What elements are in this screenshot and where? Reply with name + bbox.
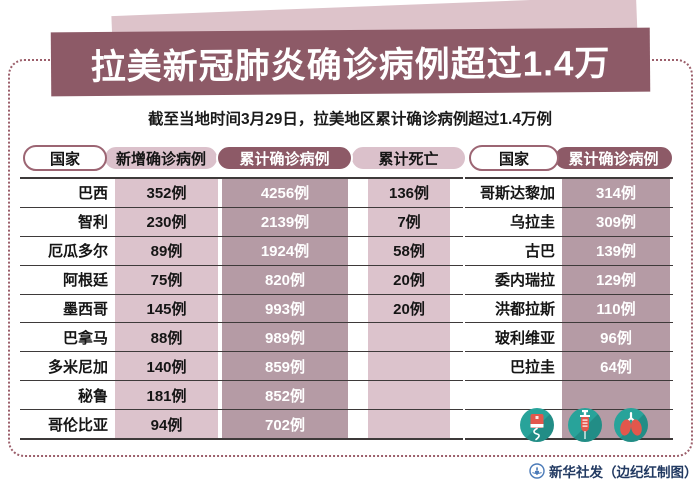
total-cases-cell: 989例 xyxy=(264,329,306,347)
total-cases-cell: 4256例 xyxy=(260,185,310,203)
country-cell: 巴拉圭 xyxy=(509,358,555,376)
total-cases-cell: 852例 xyxy=(264,387,306,405)
country-cell: 洪都拉斯 xyxy=(494,301,555,318)
deaths-cell: 136例 xyxy=(388,185,430,203)
country-cell: 墨西哥 xyxy=(62,301,108,318)
country-cell: 玻利维亚 xyxy=(494,329,555,347)
country-cell: 哥伦比亚 xyxy=(47,416,108,434)
table-row: 哥斯达黎加 314例 xyxy=(465,179,673,208)
medical-icons-group xyxy=(519,407,669,443)
table-row: 厄瓜多尔 89例 1924例 58例 xyxy=(20,237,463,266)
header-total-cases-left: 累计确诊病例 xyxy=(216,145,353,171)
total-cases-cell: 110例 xyxy=(596,301,636,318)
table-row: 乌拉圭 309例 xyxy=(465,208,673,237)
table-row: 巴拉圭 64例 xyxy=(465,352,673,382)
new-cases-cell: 140例 xyxy=(146,358,187,376)
header-total-cases-right: 累计确诊病例 xyxy=(553,145,674,171)
total-cases-column-band-right xyxy=(562,179,670,438)
total-cases-cell: 859例 xyxy=(264,358,306,376)
total-cases-cell: 702例 xyxy=(264,416,306,434)
syringe-icon xyxy=(568,408,602,442)
total-cases-cell: 2139例 xyxy=(260,214,310,232)
country-cell: 秘鲁 xyxy=(77,387,108,405)
total-cases-cell: 314例 xyxy=(595,185,637,203)
deaths-cell: 20例 xyxy=(393,272,425,290)
table-row: 智利 230例 2139例 7例 xyxy=(20,208,463,237)
table-row: 巴拿马 88例 989例 xyxy=(20,323,463,353)
header-country-right: 国家 xyxy=(469,145,559,171)
lungs-icon xyxy=(614,408,648,442)
table-row: 洪都拉斯 110例 xyxy=(465,295,673,324)
country-cell: 巴拿马 xyxy=(62,329,108,347)
credit-text: 新华社发（边纪红制图） xyxy=(549,465,698,480)
deaths-cell xyxy=(368,323,450,351)
new-cases-cell: 181例 xyxy=(146,387,187,405)
deaths-cell xyxy=(368,381,450,409)
table-row-empty xyxy=(465,381,673,411)
total-cases-cell: 993例 xyxy=(264,301,306,318)
country-cell: 阿根廷 xyxy=(62,272,108,290)
country-cell: 委内瑞拉 xyxy=(494,272,555,290)
country-cell: 哥斯达黎加 xyxy=(479,185,555,203)
deaths-cell xyxy=(368,352,450,380)
header-country-left: 国家 xyxy=(23,145,107,171)
new-cases-cell: 230例 xyxy=(146,214,187,232)
xinhua-logo-icon xyxy=(529,463,545,479)
country-cell: 古巴 xyxy=(524,243,555,261)
country-cell: 厄瓜多尔 xyxy=(47,243,108,261)
left-table: 巴西 352例 4256例 136例 智利 230例 2139例 7例 厄瓜多尔… xyxy=(20,177,463,440)
deaths-cell: 58例 xyxy=(393,243,425,261)
total-cases-column-band-left xyxy=(222,179,348,438)
new-cases-column-band xyxy=(115,179,218,438)
credit-line: 新华社发（边纪红制图） xyxy=(529,461,698,481)
table-row: 委内瑞拉 129例 xyxy=(465,266,673,295)
total-cases-cell: 64例 xyxy=(600,358,632,376)
iv-drip-bag-icon xyxy=(520,408,554,442)
deaths-column-band xyxy=(368,179,450,438)
page-title: 拉美新冠肺炎确诊病例超过1.4万 xyxy=(90,43,611,87)
total-cases-cell: 96例 xyxy=(600,329,632,347)
new-cases-cell: 352例 xyxy=(146,185,187,203)
table-row: 秘鲁 181例 852例 xyxy=(20,381,463,411)
deaths-cell: 7例 xyxy=(397,214,421,232)
right-table: 哥斯达黎加 314例 乌拉圭 309例 古巴 139例 委内瑞拉 129例 洪都… xyxy=(465,177,673,440)
header-new-cases: 新增确诊病例 xyxy=(103,145,219,171)
total-cases-cell: 820例 xyxy=(264,272,306,290)
table-row: 哥伦比亚 94例 702例 xyxy=(20,410,463,438)
table-row: 墨西哥 145例 993例 20例 xyxy=(20,295,463,324)
title-banner: 拉美新冠肺炎确诊病例超过1.4万 xyxy=(50,27,651,97)
header-total-deaths: 累计死亡 xyxy=(350,145,467,171)
subtitle: 截至当地时间3月29日，拉美地区累计确诊病例超过1.4万例 xyxy=(148,111,552,128)
new-cases-cell: 88例 xyxy=(150,329,183,347)
total-cases-cell: 1924例 xyxy=(260,243,310,261)
table-row: 阿根廷 75例 820例 20例 xyxy=(20,266,463,295)
deaths-cell: 20例 xyxy=(393,301,425,318)
new-cases-cell: 89例 xyxy=(150,243,183,261)
table-row: 古巴 139例 xyxy=(465,237,673,266)
table-row: 巴西 352例 4256例 136例 xyxy=(20,179,463,208)
table-row: 多米尼加 140例 859例 xyxy=(20,352,463,382)
total-cases-cell: 139例 xyxy=(595,243,637,261)
total-cases-cell: 129例 xyxy=(595,272,637,290)
new-cases-cell: 75例 xyxy=(150,272,183,290)
country-cell: 智利 xyxy=(77,214,108,232)
total-cases-cell: 309例 xyxy=(595,214,637,232)
table-row: 玻利维亚 96例 xyxy=(465,323,673,353)
new-cases-cell: 145例 xyxy=(146,301,187,318)
new-cases-cell: 94例 xyxy=(150,416,183,434)
country-cell: 巴西 xyxy=(77,185,108,203)
country-cell: 多米尼加 xyxy=(47,358,108,376)
country-cell: 乌拉圭 xyxy=(509,214,555,232)
deaths-cell xyxy=(368,410,450,438)
